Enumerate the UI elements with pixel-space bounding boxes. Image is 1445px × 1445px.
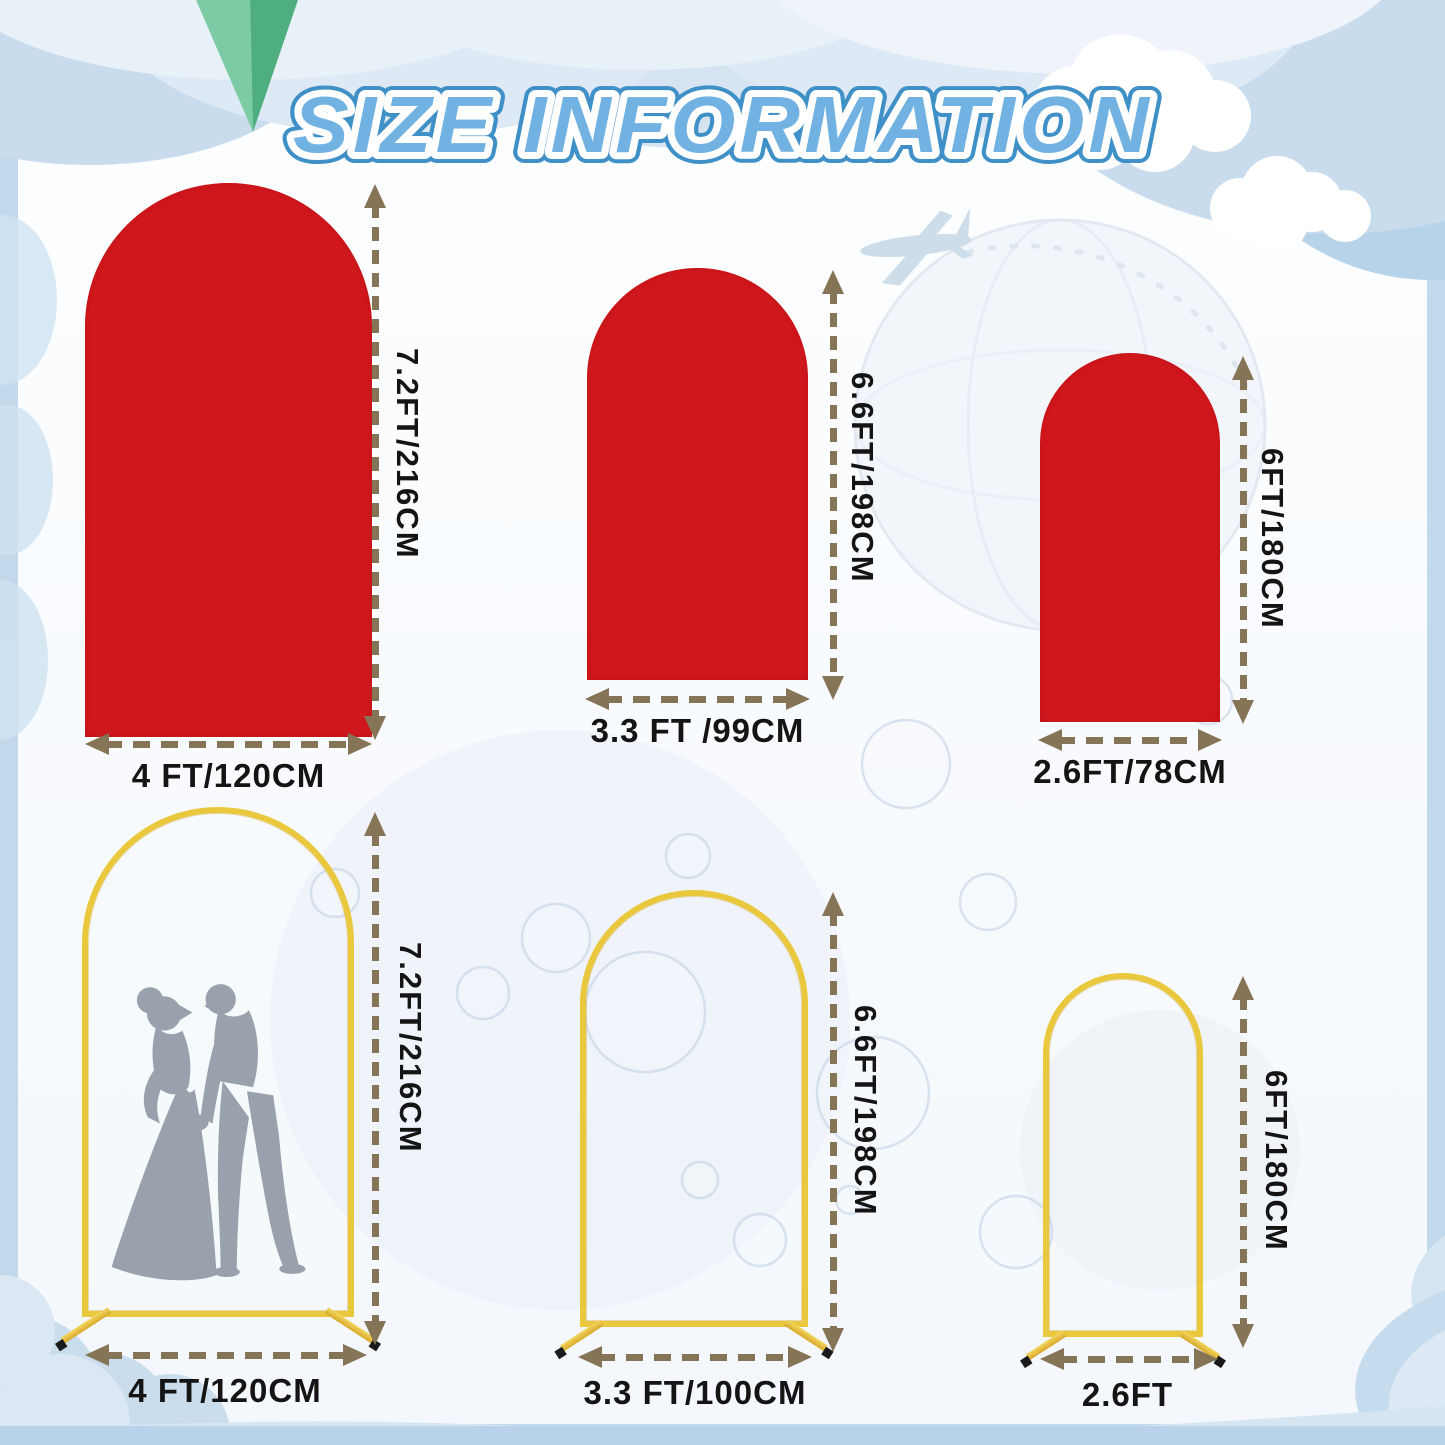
height-label: 6.6FT/198CM	[845, 372, 880, 584]
height-arrow	[822, 892, 844, 1352]
height-label: 6FT/180CM	[1255, 448, 1290, 630]
couple-silhouette-icon	[111, 984, 306, 1281]
width-label: 2.6FT/78CM	[1033, 753, 1227, 790]
width-label: 2.6FT	[1081, 1376, 1174, 1413]
height-label: 7.2FT/216CM	[390, 348, 425, 560]
height-arrow	[364, 184, 386, 740]
stand-arch-large	[82, 807, 354, 1317]
width-arrow	[585, 688, 810, 710]
height-label: 6FT/180CM	[1259, 1070, 1294, 1252]
page-title: SIZE INFORMATION	[293, 80, 1153, 169]
width-arrow	[85, 733, 372, 755]
stand-arch-small	[1043, 973, 1203, 1337]
title-banner: SIZE INFORMATION SIZE INFORMATION SIZE I…	[282, 69, 1160, 180]
height-label: 7.2FT/216CM	[393, 942, 428, 1154]
cover-arch-small	[1040, 353, 1220, 722]
width-label: 4 FT/120CM	[128, 1372, 322, 1409]
width-label: 3.3 FT/100CM	[583, 1374, 807, 1411]
height-arrow	[364, 812, 386, 1345]
height-arrow	[1232, 976, 1254, 1348]
page-title: SIZE INFORMATION	[293, 80, 1153, 169]
cover-arch-large	[85, 183, 372, 737]
stand-arch-medium	[580, 890, 808, 1327]
height-arrow	[1232, 356, 1254, 724]
width-arrow	[1038, 729, 1222, 751]
width-label: 3.3 FT /99CM	[590, 712, 805, 749]
height-arrow	[822, 270, 844, 700]
cover-arch-medium	[587, 268, 808, 680]
width-arrow	[578, 1346, 812, 1368]
width-arrow	[85, 1344, 367, 1366]
width-arrow	[1040, 1348, 1218, 1370]
width-label: 4 FT/120CM	[131, 757, 326, 794]
height-label: 6.6FT/198CM	[848, 1005, 883, 1217]
page-title: SIZE INFORMATION	[293, 80, 1153, 169]
